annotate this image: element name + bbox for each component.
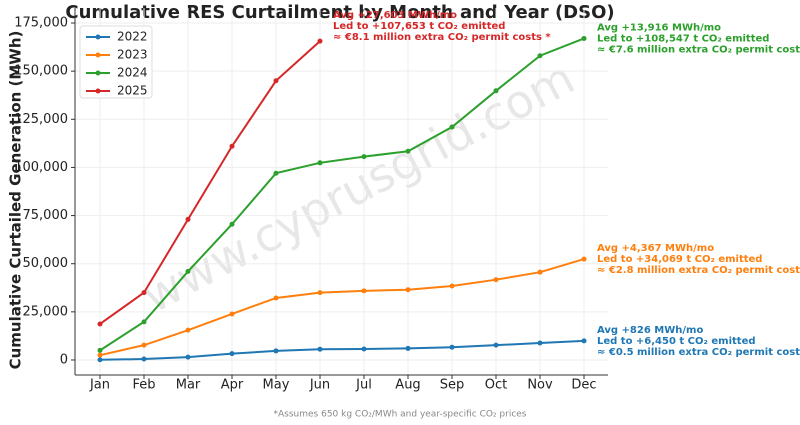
point [273, 295, 279, 301]
y-axis-label: Cumulative Curtailed Generation (MWh) [7, 31, 25, 370]
annotation: ≈ €2.8 million extra CO₂ permit costs * [597, 265, 800, 276]
x-tick-label: Jan [89, 378, 110, 393]
point [141, 356, 147, 362]
point [141, 290, 147, 296]
legend-marker [95, 88, 101, 94]
y-tick-label: 0 [60, 352, 68, 367]
x-tick-label: Nov [527, 378, 553, 393]
point [97, 352, 103, 358]
series-line [99, 258, 585, 357]
y-tick-label: 175,000 [14, 16, 68, 31]
series-line [99, 339, 585, 361]
legend-label: 2025 [117, 84, 148, 98]
x-tick-label: Oct [485, 378, 507, 393]
point [185, 268, 191, 274]
point [581, 35, 587, 41]
annotation: Led to +34,069 t CO₂ emitted [597, 254, 762, 265]
point [405, 287, 411, 293]
annotation: Avg +4,367 MWh/mo [597, 243, 714, 254]
point [449, 124, 455, 130]
point [581, 338, 587, 344]
series-line [99, 37, 585, 352]
point [141, 319, 147, 325]
y-tick-label: 50,000 [23, 256, 69, 271]
point [449, 283, 455, 289]
point [229, 221, 235, 227]
point [537, 53, 543, 59]
x-tick-label: May [263, 378, 290, 393]
point [185, 354, 191, 360]
annotation: Avg +826 MWh/mo [597, 325, 703, 336]
y-tick-label: 125,000 [14, 112, 68, 127]
point [229, 351, 235, 357]
legend-label: 2024 [117, 66, 148, 80]
point [361, 154, 367, 160]
point [273, 348, 279, 354]
annotation: Led to +107,653 t CO₂ emitted [333, 21, 505, 32]
point [97, 321, 103, 327]
annotation: ≈ €0.5 million extra CO₂ permit costs * [597, 347, 800, 358]
x-tick-label: Jul [355, 378, 372, 393]
legend: 2022 2023 2024 2025 [79, 25, 153, 99]
point [185, 327, 191, 333]
annotation: Avg +27,603 MWh/mo [333, 10, 457, 21]
point [97, 347, 103, 353]
series-line [99, 40, 321, 325]
point [317, 290, 323, 296]
x-tick-label: Feb [132, 378, 155, 393]
y-tick-label: 150,000 [14, 64, 68, 79]
legend-marker [95, 52, 101, 58]
x-tick-label: Dec [571, 378, 596, 393]
legend-box [79, 25, 153, 99]
point [537, 340, 543, 346]
chart-title: Cumulative RES Curtailment by Month and … [65, 2, 614, 23]
x-tick-label: Apr [221, 378, 244, 393]
point [361, 288, 367, 294]
point [361, 346, 367, 352]
point [97, 357, 103, 363]
point [537, 269, 543, 275]
point [449, 344, 455, 350]
x-tick-label: Jun [309, 378, 330, 393]
point [229, 311, 235, 317]
point [317, 38, 323, 44]
point [273, 170, 279, 176]
annotation: ≈ €7.6 million extra CO₂ permit costs * [597, 44, 800, 55]
x-tick-label: Aug [395, 378, 420, 393]
point [405, 148, 411, 154]
annotation: Avg +13,916 MWh/mo [597, 22, 721, 33]
point [493, 277, 499, 283]
y-tick-label: 75,000 [23, 208, 69, 223]
point [317, 160, 323, 166]
watermark: www.cyprusgrid.com [134, 50, 583, 323]
point [185, 216, 191, 222]
annotation: Led to +108,547 t CO₂ emitted [597, 33, 769, 44]
legend-label: 2022 [117, 30, 148, 44]
point [493, 342, 499, 348]
point [493, 88, 499, 94]
point [229, 143, 235, 149]
legend-marker [95, 34, 101, 40]
x-tick-label: Sep [440, 378, 465, 393]
point [141, 342, 147, 348]
annotation: ≈ €8.1 million extra CO₂ permit costs * [333, 32, 551, 43]
point [273, 78, 279, 84]
y-tick-label: 100,000 [14, 160, 68, 175]
point [317, 346, 323, 352]
legend-label: 2023 [117, 48, 148, 62]
y-tick-label: 25,000 [23, 304, 69, 319]
footnote: *Assumes 650 kg CO₂/MWh and year-specifi… [274, 410, 527, 420]
legend-marker [95, 70, 101, 76]
x-tick-label: Mar [176, 378, 201, 393]
point [581, 256, 587, 262]
annotation: Led to +6,450 t CO₂ emitted [597, 336, 756, 347]
point [405, 345, 411, 351]
